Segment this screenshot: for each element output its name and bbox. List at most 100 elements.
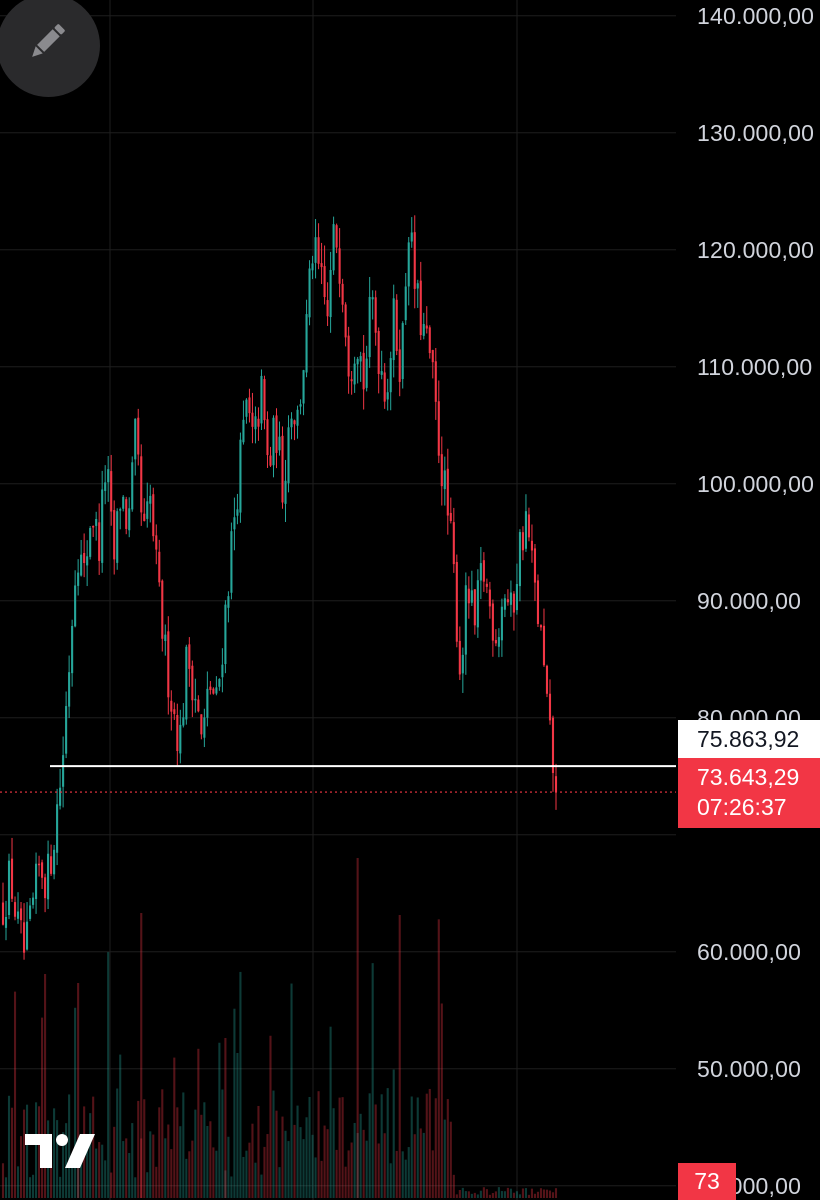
volume-bar bbox=[25, 1104, 29, 1198]
volume-bar bbox=[125, 1138, 128, 1198]
candle-body bbox=[74, 585, 77, 627]
volume-bar bbox=[227, 1136, 230, 1198]
candle-body bbox=[38, 863, 41, 866]
volume-bar bbox=[407, 1147, 410, 1198]
candle-body bbox=[485, 583, 488, 587]
volume-bar bbox=[509, 1188, 512, 1198]
candle-body bbox=[275, 415, 278, 453]
candle-body bbox=[110, 471, 113, 512]
candle-body bbox=[380, 371, 383, 375]
candle-body bbox=[458, 640, 461, 675]
price-axis-label: 100.000,00 bbox=[697, 470, 815, 497]
candle-body bbox=[347, 335, 350, 377]
candle-body bbox=[386, 392, 389, 400]
candle-body bbox=[35, 863, 38, 899]
candle-body bbox=[155, 535, 158, 550]
volume-bar bbox=[239, 971, 242, 1198]
candle-body bbox=[383, 372, 386, 402]
candle-body bbox=[368, 296, 371, 358]
volume-bar bbox=[110, 1172, 113, 1198]
candle-body bbox=[545, 665, 549, 694]
candle-body bbox=[497, 637, 500, 647]
candle-body bbox=[392, 298, 395, 361]
volume-bar bbox=[266, 1134, 269, 1198]
volume-bar bbox=[98, 1142, 101, 1198]
candle-body bbox=[218, 678, 221, 687]
candle-body bbox=[197, 699, 200, 712]
volume-bar bbox=[476, 1194, 479, 1198]
candle-body bbox=[77, 572, 80, 586]
candle-body bbox=[149, 495, 152, 504]
candle-body bbox=[500, 606, 503, 641]
candle-body bbox=[47, 853, 50, 900]
candle-body bbox=[59, 787, 62, 806]
volume-bar bbox=[95, 1148, 98, 1198]
candle-body bbox=[182, 717, 185, 726]
candle-body bbox=[1, 902, 5, 925]
candle-body bbox=[152, 494, 155, 537]
candle-body bbox=[554, 776, 558, 793]
volume-bar bbox=[185, 1158, 188, 1198]
volume-bar bbox=[242, 1156, 245, 1198]
volume-bar bbox=[395, 1150, 398, 1198]
volume-bar bbox=[332, 1108, 335, 1198]
volume-bar bbox=[551, 1192, 555, 1198]
volume-bar bbox=[431, 1150, 434, 1198]
candle-body bbox=[551, 717, 555, 773]
volume-bar bbox=[140, 913, 143, 1198]
candle-body bbox=[470, 590, 473, 603]
volume-bar bbox=[176, 1107, 179, 1198]
volume-bar bbox=[140, 1138, 143, 1198]
candle-body bbox=[524, 511, 527, 549]
volume-bar bbox=[527, 1194, 531, 1198]
volume-bar bbox=[167, 1124, 170, 1198]
volume-bar bbox=[419, 1128, 422, 1198]
volume-bar bbox=[314, 1157, 317, 1198]
drawing-tools-button[interactable] bbox=[0, 0, 100, 97]
candle-body bbox=[22, 922, 26, 953]
volume-bar bbox=[401, 1151, 404, 1198]
volume-bar bbox=[302, 1139, 305, 1198]
volume-bar bbox=[44, 974, 47, 1198]
price-axis-label: 110.000,00 bbox=[697, 353, 813, 380]
volume-bar bbox=[380, 1094, 383, 1198]
volume-bar bbox=[131, 1123, 134, 1198]
volume-bar bbox=[500, 1191, 503, 1198]
volume-bar bbox=[194, 1109, 197, 1198]
candle-body bbox=[7, 860, 11, 915]
candle-body bbox=[317, 237, 320, 264]
candle-body bbox=[536, 580, 540, 624]
volume-bar bbox=[50, 1148, 53, 1198]
volume-bar bbox=[497, 1187, 500, 1198]
candle-body bbox=[446, 468, 449, 516]
volume-bar bbox=[152, 1134, 155, 1198]
volume-bars bbox=[1, 858, 558, 1198]
volume-bar bbox=[218, 1042, 221, 1198]
candle-body bbox=[332, 224, 335, 271]
candle-body bbox=[473, 589, 476, 626]
candle-body bbox=[476, 580, 479, 628]
candle-body bbox=[548, 693, 552, 721]
candle-body bbox=[452, 522, 455, 565]
candle-body bbox=[323, 266, 326, 298]
candle-body bbox=[95, 518, 98, 526]
candle-body bbox=[65, 706, 68, 754]
candle-body bbox=[161, 580, 164, 639]
candle-body bbox=[425, 325, 428, 329]
candle-body bbox=[542, 625, 546, 666]
volume-bar bbox=[53, 1108, 56, 1198]
volume-bar bbox=[413, 1134, 416, 1198]
volume-bar bbox=[137, 1100, 140, 1198]
candle-body bbox=[422, 324, 425, 336]
volume-bar bbox=[530, 1188, 534, 1198]
volume-bar bbox=[359, 1113, 362, 1198]
candle-body bbox=[83, 553, 86, 563]
volume-bar bbox=[350, 1142, 353, 1198]
volume-bar bbox=[134, 1177, 137, 1198]
volume-bar bbox=[215, 1150, 218, 1198]
volume-bar bbox=[353, 1122, 356, 1198]
candle-body bbox=[506, 599, 509, 603]
volume-bar bbox=[311, 1134, 314, 1198]
